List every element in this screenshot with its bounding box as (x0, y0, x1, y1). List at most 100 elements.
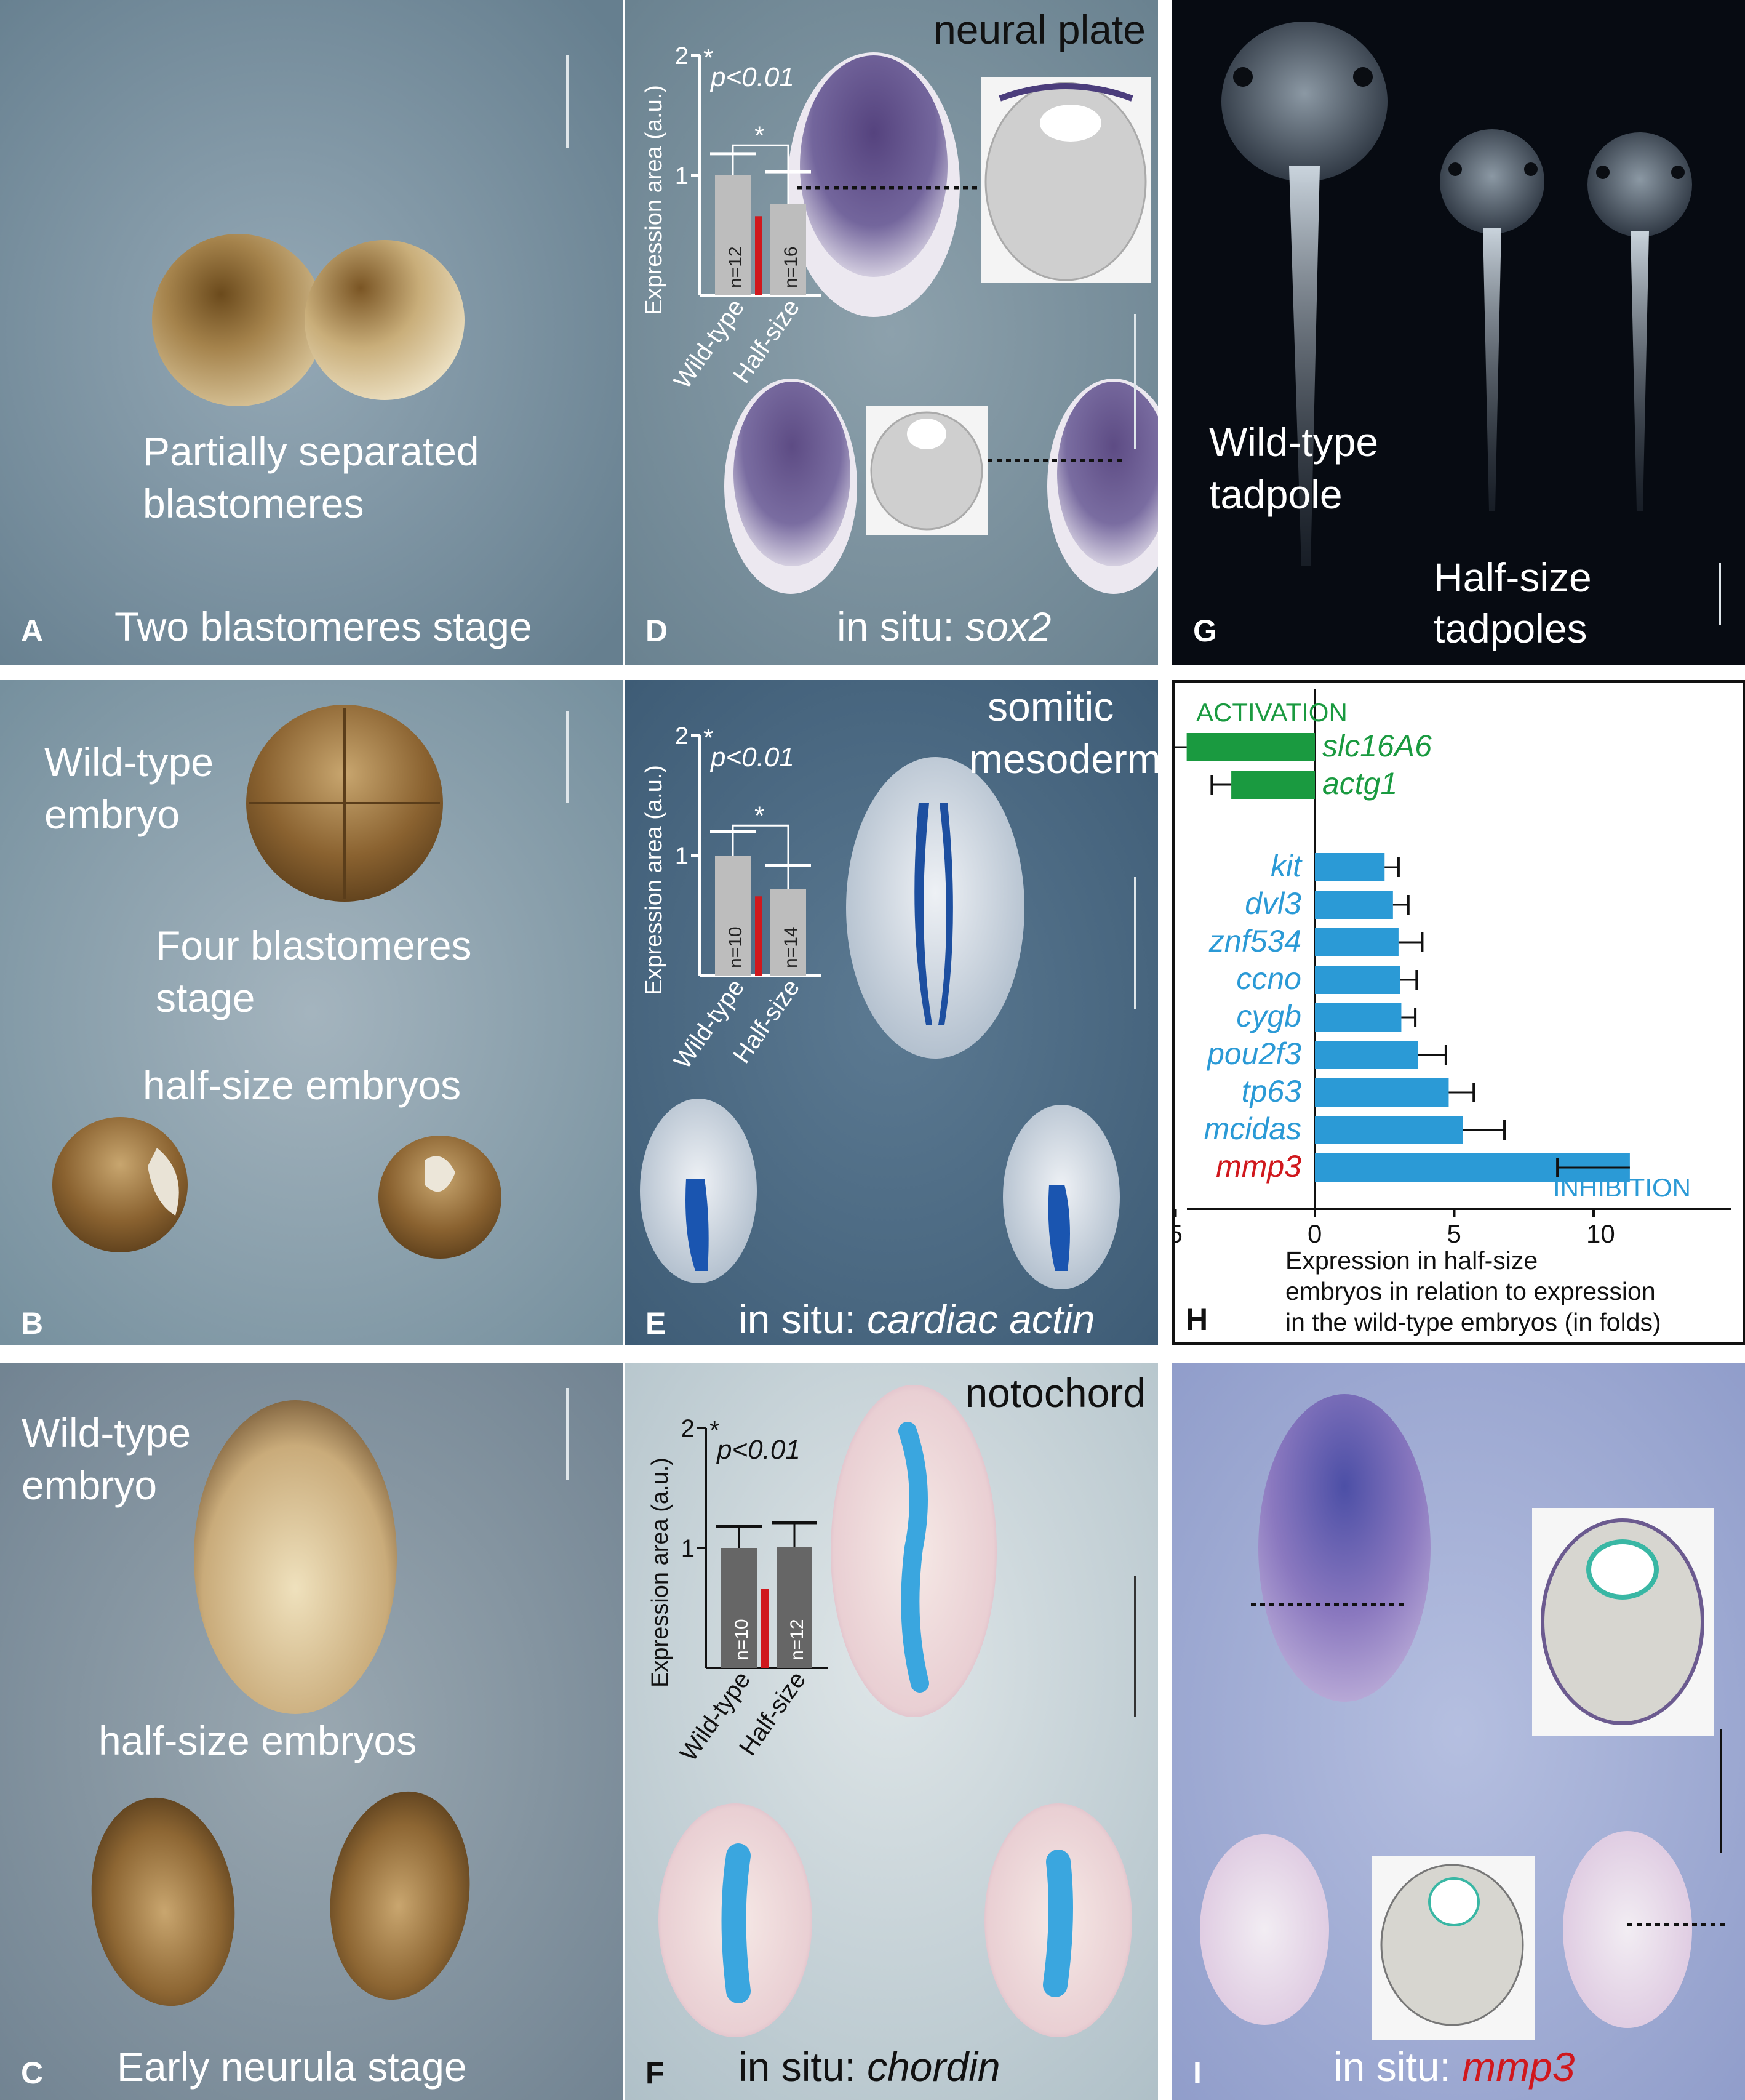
x-axis-label-line-2: embryos in relation to expression (1285, 1277, 1656, 1305)
y-axis-label: Expression area (a.u.) (641, 85, 667, 315)
p-value-label: p<0.01 (716, 1435, 801, 1465)
y-axis-label: Expression area (a.u.) (647, 1457, 673, 1688)
panel-c-text-3: half-size embryos (98, 1718, 417, 1763)
panel-h: ACTIVATION INHIBITION slc16A6 actg1 kit dvl… (1172, 680, 1745, 1345)
significance-star: * (709, 1416, 719, 1445)
panel-h-letter: H (1186, 1302, 1208, 1337)
scale-bar (1134, 877, 1136, 1009)
bar-actg1 (1231, 771, 1315, 799)
bar-cygb (1315, 1003, 1402, 1032)
gene-label-cygb: cygb (1236, 999, 1301, 1033)
panel-c-photo (0, 1363, 623, 2100)
gene-label-ccno: ccno (1236, 961, 1301, 996)
significance-star: * (754, 121, 764, 150)
p-value-label: p<0.01 (709, 62, 794, 92)
panel-g-letter: G (1193, 614, 1217, 648)
p-value-label: p<0.01 (709, 742, 794, 772)
bar-ccno (1315, 966, 1400, 994)
panel-i-letter: I (1193, 2056, 1202, 2090)
panel-e-title-2: mesoderm (969, 736, 1158, 782)
red-reference-bar (755, 896, 762, 976)
x-tick-label: 5 (1447, 1219, 1461, 1248)
panel-e: somitic mesoderm 1 2 Expression area (a.u.… (625, 680, 1158, 1345)
scale-bar (1134, 314, 1136, 449)
embryo-half-size-2 (1563, 1831, 1692, 2028)
x-axis-label-line-3: in the wild-type embryos (in folds) (1285, 1308, 1661, 1336)
panel-f-letter: F (645, 2056, 665, 2090)
panel-a-letter: A (21, 614, 44, 648)
gene-name: mmp3 (1462, 2044, 1575, 2090)
panel-b-photo (0, 680, 623, 1345)
panel-d-photo (625, 0, 1158, 665)
n-label: n=12 (787, 1619, 807, 1661)
panel-d-bar-inset: 1 2 Expression area (a.u.) * p<0.01 n=12 n=16 *… (631, 25, 828, 400)
gene-label-slc16A6: slc16A6 (1322, 729, 1432, 763)
panel-g-text-1: Wild-type (1209, 419, 1379, 465)
panel-a-caption: Two blastomeres stage (114, 604, 532, 649)
blastomere-left (152, 234, 324, 406)
panel-i: I in situ: mmp3 (1172, 1363, 1745, 2100)
gene-label-mmp3: mmp3 (1216, 1149, 1301, 1184)
caption-prefix: in situ: (1333, 2044, 1463, 2090)
embryo-half-size-2 (378, 1136, 501, 1259)
scale-bar (1720, 1729, 1722, 1853)
bar (777, 1547, 812, 1668)
embryo-wild-type (194, 1400, 397, 1714)
caption-prefix: in situ: (738, 2044, 868, 2090)
caption-prefix: in situ: (738, 1296, 868, 1342)
panel-b-text-3: Four blastomeres (156, 923, 472, 968)
gene-name: chordin (867, 2044, 1000, 2090)
gene-label-kit: kit (1271, 849, 1301, 883)
bar-znf534 (1315, 928, 1399, 956)
bar (715, 175, 751, 295)
gene-label-znf534: znf534 (1208, 924, 1301, 958)
significance-star: * (703, 723, 713, 752)
panel-g-text-2: tadpole (1209, 471, 1343, 517)
panel-b: Wild-type embryo Four blastomeres stage … (0, 680, 623, 1345)
inhibition-label: INHIBITION (1553, 1173, 1691, 1202)
panel-f-bar-inset: 1 2 Expression area (a.u.) * p<0.01 n=10 n=12 W… (637, 1397, 834, 1773)
panel-d-caption: in situ: sox2 (837, 603, 1052, 651)
gene-label-actg1: actg1 (1322, 766, 1398, 801)
panel-c-text-1: Wild-type (22, 1410, 191, 1456)
gene-label-pou2f3: pou2f3 (1207, 1036, 1301, 1071)
bar-slc16A6 (1186, 733, 1315, 761)
tadpole-half-size-2 (1587, 132, 1692, 237)
gene-label-mcidas: mcidas (1204, 1112, 1301, 1146)
y-tick-label: 2 (675, 42, 689, 70)
gene-label-dvl3: dvl3 (1245, 886, 1301, 921)
x-axis-label-line-1: Expression in half-size (1285, 1246, 1538, 1275)
bar-dvl3 (1315, 891, 1393, 919)
panel-e-bar-inset: 1 2 Expression area (a.u.) * p<0.01 n=10 n=14 *… (631, 705, 828, 1080)
y-tick-label: 2 (675, 723, 689, 750)
gene-name: cardiac actin (867, 1296, 1095, 1342)
significance-star: * (703, 43, 713, 72)
panel-i-caption: in situ: mmp3 (1333, 2043, 1575, 2091)
red-reference-bar (755, 216, 762, 295)
panel-f-caption: in situ: chordin (738, 2043, 1000, 2091)
gene-label-tp63: tp63 (1241, 1074, 1301, 1108)
panel-g-text-3: Half-size (1434, 555, 1592, 600)
panel-g-photo (1221, 22, 1721, 625)
panel-a-photo (0, 0, 623, 665)
panel-a-text-1: Partially separated (143, 428, 479, 474)
bar-tp63 (1315, 1078, 1449, 1107)
panel-b-text-1: Wild-type (44, 739, 214, 785)
bar (770, 204, 806, 295)
panel-e-letter: E (645, 1306, 666, 1341)
scale-bar (566, 1388, 569, 1480)
panel-b-text-2: embryo (44, 792, 180, 837)
n-label: n=12 (725, 246, 746, 288)
n-label: n=10 (725, 926, 746, 968)
panel-d: neural plate 1 2 Expression area (a.u.) * p<… (625, 0, 1158, 665)
bar (715, 856, 751, 976)
n-label: n=16 (781, 246, 801, 288)
tadpole-wild-type (1221, 22, 1388, 182)
y-axis-label: Expression area (a.u.) (641, 765, 667, 995)
significance-bracket (732, 824, 789, 865)
y-tick-label: 1 (681, 1535, 695, 1562)
panel-d-letter: D (645, 614, 668, 648)
x-tick-label: 10 (1586, 1219, 1615, 1248)
embryo-half-size-1 (52, 1117, 188, 1252)
